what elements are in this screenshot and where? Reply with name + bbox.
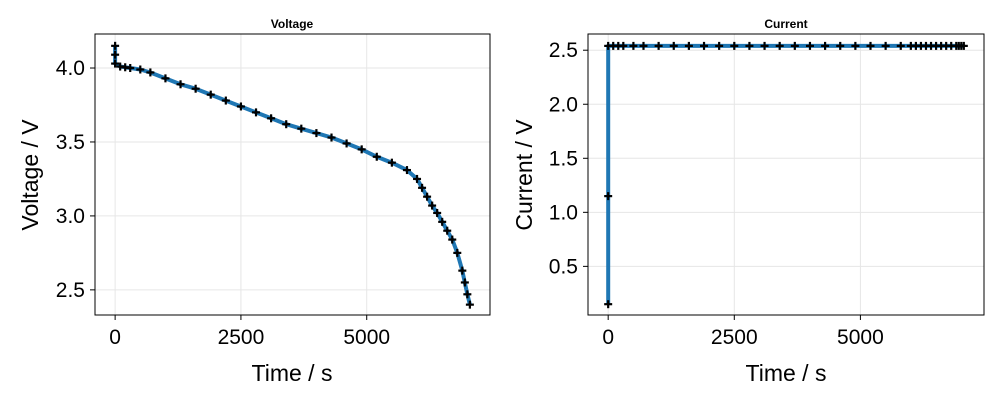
voltage-data-point-marker: [176, 80, 185, 89]
current-series-line: [606, 43, 964, 305]
current-y-tick-label: 1.5: [549, 147, 578, 170]
current-y-tick-label: 1.0: [549, 201, 578, 224]
current-y-tick-label: 2.0: [549, 93, 578, 116]
current-grid: [588, 34, 984, 315]
current-plot-frame: [587, 33, 985, 316]
voltage-data-point-marker: [433, 208, 442, 217]
current-data-point-marker: [654, 41, 663, 50]
voltage-x-tick-label: 5000: [343, 326, 390, 349]
current-data-point-marker: [669, 41, 678, 50]
voltage-x-axis-label: Time / s: [252, 360, 333, 386]
current-data-point-marker: [760, 41, 769, 50]
voltage-data-point-marker: [312, 129, 321, 138]
current-data-point-marker: [959, 41, 968, 50]
voltage-data-point-marker: [327, 133, 336, 142]
voltage-y-tick-label: 4.0: [56, 57, 85, 80]
voltage-data-point-marker: [111, 50, 120, 59]
current-series: [604, 41, 968, 309]
current-data-point-marker: [639, 41, 648, 50]
current-data-point-marker: [896, 41, 905, 50]
current-y-axis-label: Current / V: [511, 119, 537, 231]
voltage-data-point-marker: [161, 74, 170, 83]
current-x-tick-label: 0: [602, 326, 614, 349]
current-y-tick-label: 2.5: [549, 39, 578, 62]
current-data-point-marker: [629, 41, 638, 50]
voltage-data-point-marker: [252, 108, 261, 117]
current-ticks: 0 2500 5000 0.5 1.0 1.5 2.0 2.5: [549, 39, 884, 349]
voltage-data-point-marker: [438, 217, 447, 226]
voltage-data-point-marker: [206, 90, 215, 99]
voltage-data-point-marker: [136, 65, 145, 74]
voltage-data-point-marker: [428, 201, 437, 210]
voltage-x-tick-label: 0: [109, 326, 121, 349]
current-x-tick-label: 2500: [711, 326, 758, 349]
current-x-axis-label: Time / s: [746, 360, 827, 386]
voltage-data-point-marker: [418, 183, 427, 192]
voltage-data-point-marker: [297, 124, 306, 133]
voltage-ticks: 0 2500 5000 2.5 3.0 3.5 4.0: [56, 57, 390, 349]
current-data-point-marker: [745, 41, 754, 50]
voltage-grid: [95, 34, 490, 315]
voltage-data-point-marker: [453, 248, 462, 257]
current-data-point-marker: [821, 41, 830, 50]
current-data-point-marker: [836, 41, 845, 50]
voltage-data-point-marker: [448, 235, 457, 244]
current-plot-title: Current: [764, 17, 807, 31]
current-data-point-marker: [775, 41, 784, 50]
voltage-data-point-marker: [357, 145, 366, 154]
voltage-data-point-marker: [465, 300, 474, 309]
voltage-y-tick-label: 3.5: [56, 131, 85, 154]
current-data-point-marker: [684, 41, 693, 50]
voltage-data-point-marker: [111, 41, 120, 50]
voltage-data-point-marker: [372, 152, 381, 161]
voltage-series: [111, 41, 474, 309]
current-data-point-marker: [619, 41, 628, 50]
voltage-data-point-marker: [463, 290, 472, 299]
voltage-data-point-marker: [221, 96, 230, 105]
voltage-data-point-marker: [126, 64, 135, 73]
voltage-y-axis-label: Voltage / V: [17, 119, 43, 231]
current-data-point-marker: [881, 41, 890, 50]
current-data-point-marker: [866, 41, 875, 50]
voltage-data-point-marker: [236, 102, 245, 111]
voltage-data-point-marker: [191, 84, 200, 93]
current-data-point-marker: [604, 300, 613, 309]
voltage-data-point-marker: [387, 158, 396, 167]
current-x-tick-label: 5000: [837, 326, 884, 349]
voltage-data-point-marker: [267, 114, 276, 123]
voltage-data-point-marker: [423, 192, 432, 201]
voltage-data-point-marker: [443, 226, 452, 235]
voltage-plot-frame: [94, 33, 491, 316]
voltage-data-point-marker: [402, 166, 411, 175]
current-data-point-marker: [730, 41, 739, 50]
current-data-point-marker: [715, 41, 724, 50]
current-y-tick-label: 0.5: [549, 255, 578, 278]
voltage-data-point-marker: [282, 120, 291, 129]
current-plot: Current 0 2500 5000 0.5 1.0 1.5 2.0 2.5 Time / …: [511, 17, 985, 386]
voltage-data-point-marker: [342, 139, 351, 148]
current-data-point-marker: [851, 41, 860, 50]
voltage-y-tick-label: 3.0: [56, 205, 85, 228]
current-data-point-marker: [805, 41, 814, 50]
voltage-plot-title: Voltage: [271, 17, 314, 31]
voltage-plot: Voltage 0 2500 5000 2.5 3.0 3.5 4.0 Time / s V…: [17, 17, 491, 386]
current-data-point-marker: [604, 192, 613, 201]
current-data-point-marker: [700, 41, 709, 50]
voltage-y-tick-label: 2.5: [56, 279, 85, 302]
voltage-data-point-marker: [458, 266, 467, 275]
voltage-data-point-marker: [146, 68, 155, 77]
voltage-data-point-marker: [460, 278, 469, 287]
current-data-point-marker: [790, 41, 799, 50]
voltage-x-tick-label: 2500: [218, 326, 265, 349]
voltage-data-point-marker: [413, 174, 422, 183]
voltage-data-point-marker: [111, 59, 120, 68]
